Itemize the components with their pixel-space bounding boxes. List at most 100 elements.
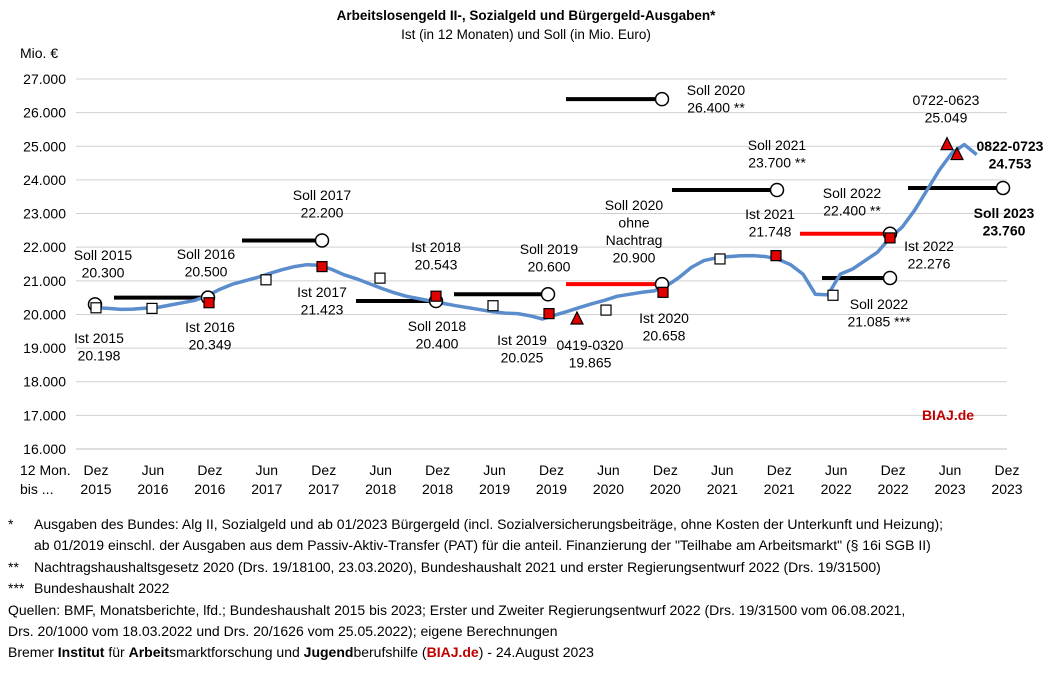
footnote-mark: *** — [8, 580, 25, 597]
ist-label-line: 22.276 — [908, 256, 951, 272]
ist-label: Ist 2016 20.349 — [185, 319, 235, 353]
soll-label-line: Soll 2018 — [408, 318, 467, 334]
x-tick-month: Jun — [142, 462, 165, 478]
soll-label-line: 23.760 — [983, 223, 1026, 239]
x-tick-month: Dez — [767, 462, 792, 478]
soll-label: Soll 2021 23.700 ** — [748, 137, 807, 171]
x-tick-label: Jun 2021 — [707, 462, 738, 497]
ist-label: 0419-0320 19.865 — [557, 337, 624, 371]
soll-label-line: Soll 2019 — [520, 241, 579, 257]
x-tick-label: Dez 2022 — [878, 462, 909, 497]
soll-label-line: 20.900 — [613, 250, 656, 266]
ist-label: Ist 2018 20.543 — [411, 239, 461, 273]
x-tick-year: 2022 — [821, 481, 852, 497]
soll-label: Soll 2019 20.600 — [520, 241, 579, 275]
x-tick-year: 2017 — [308, 481, 339, 497]
soll-lines — [114, 97, 1003, 303]
chart-title: Arbeitslosengeld II-, Sozialgeld und Bür… — [337, 8, 717, 23]
soll-label: Soll 2018 20.400 — [408, 318, 467, 352]
credit-part: smarktforschung und — [169, 644, 304, 661]
ist-label-line: 0822-0723 — [977, 138, 1044, 154]
source-line: Quellen: BMF, Monatsberichte, lfd.; Bund… — [8, 601, 906, 618]
watermark-brand: BIAJ.de — [922, 407, 974, 423]
footnote: ** Nachtragshaushaltsgesetz 2020 (Drs. 19… — [8, 557, 1048, 578]
x-tick-label: Dez 2023 — [991, 462, 1022, 497]
soll-label-line: 23.700 ** — [748, 155, 806, 171]
ist-label-line: Ist 2018 — [411, 239, 461, 255]
ist-label-line: 21.748 — [749, 224, 792, 240]
x-tick-month: Jun — [825, 462, 848, 478]
ist-label-line: 20.658 — [643, 328, 686, 344]
ist-label: Ist 2019 20.025 — [497, 332, 547, 366]
ist-label-line: 0419-0320 — [557, 337, 624, 353]
ist-label-line: 0722-0623 — [913, 92, 980, 108]
x-tick-month: Dez — [995, 462, 1020, 478]
y-tick-label: 23.000 — [23, 206, 66, 222]
footnote-text: ab 01/2019 einschl. der Ausgaben aus dem… — [34, 537, 931, 554]
x-tick-label: Dez 2021 — [764, 462, 795, 497]
x-tick-month: Jun — [939, 462, 962, 478]
x-tick-year: 2017 — [251, 481, 282, 497]
y-axis-label: Mio. € — [20, 45, 58, 61]
footnote-mark: * — [8, 516, 14, 532]
x-tick-year: 2020 — [593, 481, 624, 497]
ist-white-square — [374, 272, 386, 284]
ist-label-line: 20.543 — [415, 257, 458, 273]
credit-part: ) - 24.August 2023 — [478, 644, 594, 661]
credit-part: Bremer — [8, 644, 58, 661]
x-tick-month: Dez — [84, 462, 109, 478]
data-labels: Ist 2015 20.198 Ist 2016 20.349 Ist 2017 21.4… — [74, 82, 1044, 371]
footnote-text: Nachtragshaushaltsgesetz 2020 (Drs. 19/1… — [34, 558, 881, 575]
soll-label-line: 21.085 *** — [847, 314, 911, 330]
y-tick-label: 25.000 — [23, 138, 66, 154]
x-tick-label: Jun 2017 — [251, 462, 282, 497]
ist-label: Ist 2020 20.658 — [639, 310, 689, 344]
ist-label-line: 25.049 — [925, 110, 968, 126]
ist-red-triangle — [940, 136, 954, 151]
soll-label-line: Soll 2022 — [850, 296, 909, 312]
x-tick-month: Dez — [197, 462, 222, 478]
x-tick-label: Jun 2020 — [593, 462, 624, 497]
x-tick-year: 2018 — [365, 481, 396, 497]
x-tick-year: 2020 — [650, 481, 681, 497]
ist-red-square — [430, 290, 442, 302]
ist-white-square — [600, 304, 612, 316]
soll-circle — [769, 182, 785, 198]
y-axis-ticks: 16.000 17.000 18.000 19.000 20.000 21.000 22.0… — [23, 71, 66, 457]
soll-circle — [314, 233, 330, 248]
y-tick-label: 17.000 — [23, 407, 66, 423]
x-tick-label: Jun 2022 — [821, 462, 852, 497]
soll-label: Soll 2017 22.200 — [293, 187, 352, 221]
ist-white-square — [146, 302, 158, 314]
ist-label-line: Ist 2020 — [639, 310, 689, 326]
soll-circle — [882, 270, 898, 286]
x-tick-year: 2021 — [707, 481, 738, 497]
soll-label-line: Soll 2023 — [974, 205, 1035, 221]
credit-part: Arbeit — [128, 644, 170, 661]
ist-label: 0822-0723 24.753 — [977, 138, 1044, 172]
x-tick-month: Dez — [881, 462, 906, 478]
x-tick-year: 2019 — [536, 481, 567, 497]
soll-circle — [995, 180, 1011, 196]
ist-label-line: 24.753 — [989, 156, 1032, 172]
x-tick-label: Jun 2018 — [365, 462, 396, 497]
soll-label: Soll 2015 20.300 — [74, 247, 133, 281]
x-tick-label: Dez 2017 — [308, 462, 339, 497]
x-tick-label: Jun 2023 — [934, 462, 965, 497]
x-tick-year: 2023 — [934, 481, 965, 497]
footnote-text: Ausgaben des Bundes: Alg II, Sozialgeld … — [34, 516, 944, 532]
soll-label-line: 20.500 — [185, 264, 228, 280]
ist-red-square — [770, 250, 782, 262]
ist-red-square — [884, 232, 896, 244]
chart: 16.000 17.000 18.000 19.000 20.000 21.000 22.0… — [20, 8, 1044, 497]
ist-label: 0722-0623 25.049 — [913, 92, 980, 126]
soll-label-line: Soll 2022 — [823, 185, 882, 201]
x-tick-month: Jun — [711, 462, 734, 478]
soll-label-line: Soll 2020 — [605, 197, 664, 213]
soll-label: Soll 2023 23.760 — [974, 205, 1035, 239]
ist-red-square — [203, 297, 215, 309]
x-tick-year: 2015 — [80, 481, 111, 497]
ist-label-line: Ist 2016 — [185, 319, 235, 335]
ist-white-square — [260, 274, 272, 286]
soll-label-line: 20.400 — [416, 336, 459, 352]
